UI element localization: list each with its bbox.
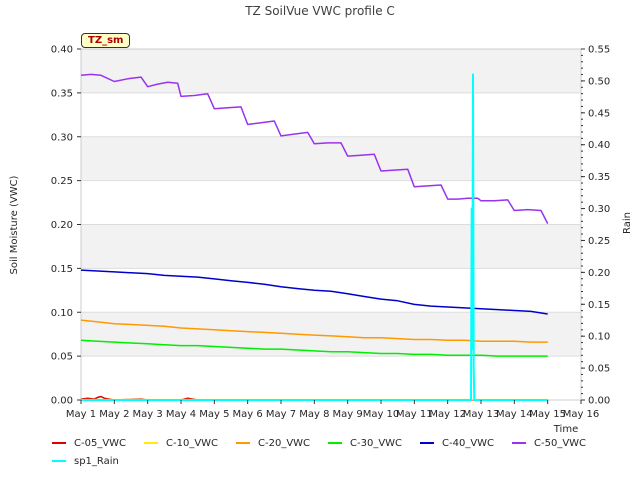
- y2-tick-label: 0.45: [588, 108, 610, 119]
- x-tick-label: May 7: [266, 409, 296, 420]
- legend-item: C-05_VWC: [52, 438, 144, 449]
- y2-tick-label: 0.05: [588, 364, 610, 375]
- y-axis-ticks: 0.00 0.05 0.10 0.15 0.20 0.25 0.30 0.35 0.40: [51, 45, 81, 407]
- y-tick-label: 0.00: [51, 396, 73, 407]
- y-tick-label: 0.20: [51, 220, 73, 231]
- y2-axis-title: Rain: [622, 212, 633, 234]
- legend-swatch: [236, 442, 250, 444]
- x-tick-label: May 12: [429, 409, 466, 420]
- background-band: [81, 224, 581, 269]
- y2-tick-label: 0.25: [588, 236, 610, 247]
- background-bands: [81, 49, 581, 357]
- y2-tick-label: 0.20: [588, 268, 610, 279]
- chart-title: TZ SoilVue VWC profile C: [244, 4, 395, 18]
- x-tick-label: May 15: [529, 409, 566, 420]
- legend-row: C-05_VWC C-10_VWC C-20_VWC C-30_VWC C-40_VWC…: [52, 434, 632, 452]
- y-tick-label: 0.15: [51, 264, 73, 275]
- legend-swatch: [52, 442, 66, 444]
- y-tick-label: 0.40: [51, 45, 73, 56]
- legend: C-05_VWC C-10_VWC C-20_VWC C-30_VWC C-40_VWC…: [52, 434, 632, 470]
- y-tick-label: 0.25: [51, 176, 73, 187]
- x-tick-label: May 11: [396, 409, 433, 420]
- legend-label: C-05_VWC: [74, 437, 127, 449]
- x-tick-label: May 14: [496, 409, 533, 420]
- x-tick-label: May 13: [463, 409, 500, 420]
- legend-item: C-10_VWC: [144, 438, 236, 449]
- series-line-C-40_VWC: [80, 269, 548, 315]
- y-tick-label: 0.30: [51, 132, 73, 143]
- background-band: [81, 49, 581, 93]
- y2-tick-label: 0.30: [588, 204, 610, 215]
- legend-item: sp1_Rain: [52, 456, 144, 467]
- legend-swatch: [420, 442, 434, 444]
- x-tick-label: May 8: [299, 409, 329, 420]
- legend-label: C-10_VWC: [166, 437, 219, 449]
- y-tick-label: 0.10: [51, 308, 73, 319]
- x-tick-label: May 1: [66, 409, 96, 420]
- background-band: [81, 136, 581, 181]
- legend-item: C-50_VWC: [512, 438, 604, 449]
- legend-label: C-40_VWC: [442, 437, 495, 449]
- y2-axis-ticks: 0.00 0.05 0.10 0.15 0.20 0.25 0.30 0.35 0.40 0.45…: [581, 45, 610, 407]
- x-tick-label: May 10: [363, 409, 400, 420]
- x-tick-label: May 5: [199, 409, 229, 420]
- series-line-C-50_VWC: [80, 73, 549, 224]
- legend-label: C-30_VWC: [350, 437, 403, 449]
- legend-label: C-50_VWC: [534, 437, 587, 449]
- x-tick-label: May 9: [333, 409, 363, 420]
- x-tick-label: May 16: [563, 409, 600, 420]
- y-tick-label: 0.35: [51, 88, 73, 99]
- legend-swatch: [52, 460, 66, 462]
- x-axis-ticks: May 1 May 2 May 3 May 4 May 5 May 6 May 7 May 8…: [66, 400, 599, 420]
- legend-row: sp1_Rain: [52, 452, 632, 470]
- y2-tick-label: 0.40: [588, 140, 610, 151]
- y2-tick-label: 0.35: [588, 172, 610, 183]
- legend-item: C-40_VWC: [420, 438, 512, 449]
- series-line-sp1_Rain: [81, 73, 548, 401]
- legend-item: C-20_VWC: [236, 438, 328, 449]
- legend-label: C-20_VWC: [258, 437, 311, 449]
- legend-swatch: [144, 442, 158, 444]
- y2-tick-label: 0.15: [588, 300, 610, 311]
- y2-tick-label: 0.50: [588, 76, 610, 87]
- x-tick-label: May 4: [166, 409, 196, 420]
- legend-label: sp1_Rain: [74, 455, 119, 467]
- x-tick-label: May 3: [133, 409, 163, 420]
- y-axis-title: Soil Moisture (VWC): [9, 175, 20, 274]
- x-tick-label: May 6: [233, 409, 263, 420]
- series-line-C-30_VWC: [80, 339, 548, 357]
- site-label-badge: TZ_sm: [81, 33, 131, 48]
- y2-tick-label: 0.10: [588, 332, 610, 343]
- series-line-C-20_VWC: [80, 319, 548, 343]
- series-lines: [80, 73, 549, 401]
- legend-swatch: [512, 442, 526, 444]
- y2-tick-label: 0.55: [588, 45, 610, 56]
- x-axis-title: Time: [553, 424, 578, 435]
- legend-swatch: [328, 442, 342, 444]
- y-tick-label: 0.05: [51, 352, 73, 363]
- legend-item: C-30_VWC: [328, 438, 420, 449]
- background-band: [81, 312, 581, 357]
- y2-tick-label: 0.00: [588, 396, 610, 407]
- x-tick-label: May 2: [99, 409, 129, 420]
